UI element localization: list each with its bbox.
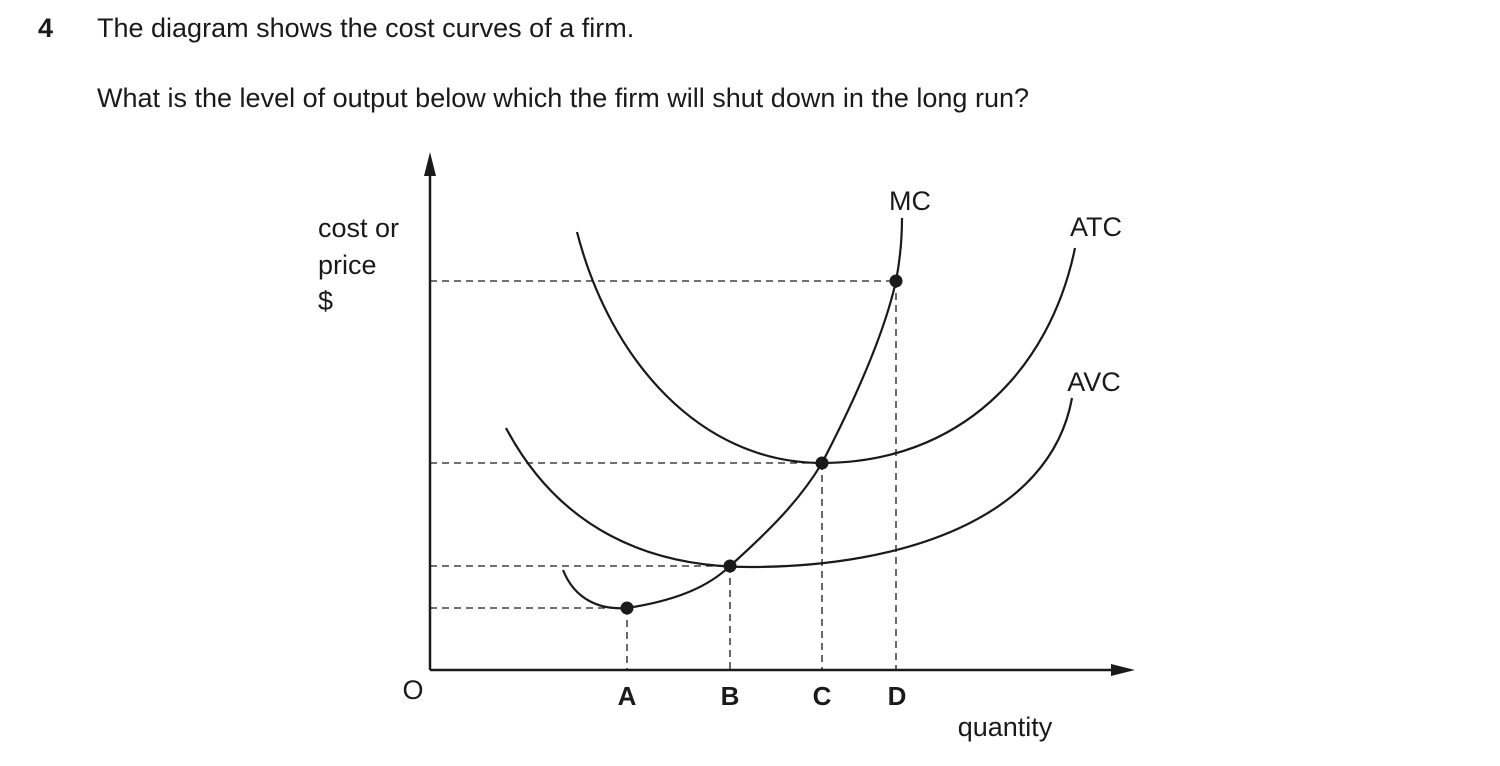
- y-axis-arrow: [424, 152, 436, 176]
- curve-label: ATC: [1070, 212, 1122, 242]
- origin-label: O: [402, 675, 423, 705]
- mc-curve: [561, 217, 904, 610]
- x-axis-arrow: [1111, 664, 1135, 676]
- avc-curve: [505, 397, 1074, 569]
- point-label: D: [888, 681, 907, 711]
- point: [815, 456, 829, 470]
- curve-label: AVC: [1067, 367, 1121, 397]
- x-axis-label: quantity: [958, 712, 1053, 742]
- question-number: 4: [38, 13, 53, 43]
- y-axis-label: cost or: [318, 213, 399, 243]
- question-text: The diagram shows the cost curves of a f…: [97, 13, 634, 43]
- point: [723, 559, 737, 573]
- point: [889, 274, 903, 288]
- curve-label: MC: [889, 186, 931, 216]
- point-label: C: [813, 681, 832, 711]
- diagram: cost or price $ quantity O MC ATC AVC A …: [318, 152, 1135, 742]
- point: [620, 601, 634, 615]
- point-label: A: [618, 681, 637, 711]
- y-axis-label: price: [318, 250, 377, 280]
- question-prompt: What is the level of output below which …: [97, 83, 1029, 113]
- y-axis-label: $: [318, 286, 333, 316]
- point-label: B: [721, 681, 740, 711]
- atc-curve: [575, 231, 1077, 465]
